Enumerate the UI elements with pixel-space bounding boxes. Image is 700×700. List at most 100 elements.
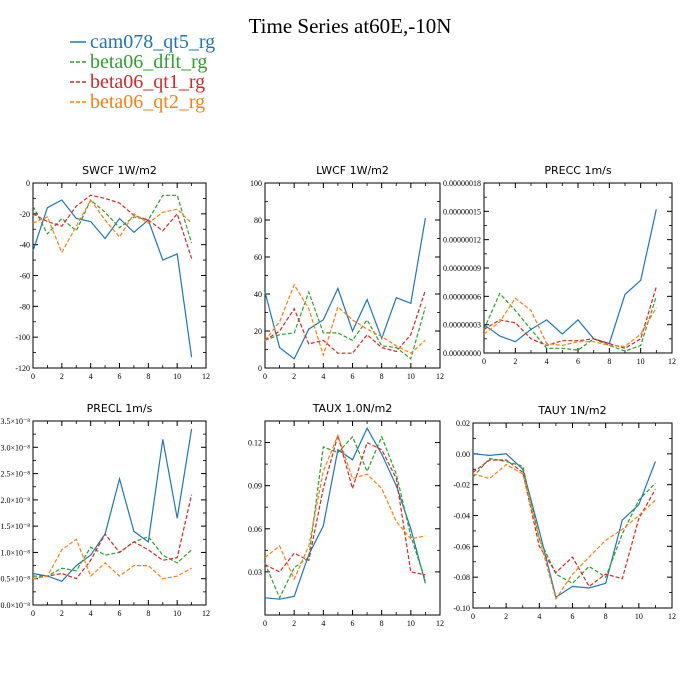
y-tick-label: 0.02 [456, 419, 470, 428]
x-tick-label: 12 [668, 357, 676, 366]
y-tick-label: -60 [19, 272, 30, 281]
series-line-beta06_qt1_rg [264, 433, 426, 576]
x-tick-label: 10 [407, 372, 415, 381]
y-tick-label: 2.0×10⁻⁸ [0, 496, 30, 505]
legend-label: beta06_dflt_rg [90, 51, 207, 73]
x-tick-label: 6 [351, 619, 355, 628]
y-tick-label: 0.00000000 [443, 349, 481, 358]
y-tick-label: 2.5×10⁻⁸ [0, 470, 30, 479]
y-tick-label: 3.0×10⁻⁸ [0, 443, 30, 452]
x-tick-label: 8 [604, 612, 608, 621]
y-tick-label: 0.00000003 [443, 321, 481, 330]
x-tick-label: 0 [482, 357, 486, 366]
series-line-beta06_qt2_rg [32, 538, 192, 580]
plot-frame [32, 420, 207, 606]
series-line-beta06_dflt_rg [33, 535, 193, 577]
x-tick-label: 8 [380, 372, 384, 381]
x-tick-label: 10 [173, 372, 181, 381]
x-tick-label: 12 [436, 619, 444, 628]
series-line-beta06_qt1_rg [32, 494, 193, 580]
y-tick-label: 0.00 [456, 450, 470, 459]
y-tick-label: -100 [15, 333, 30, 342]
x-tick-label: 10 [173, 609, 181, 618]
y-tick-label: 0.0×10⁻⁸ [0, 601, 30, 610]
series-line-beta06_qt1_rg [264, 290, 426, 354]
y-tick-label: -0.02 [453, 481, 470, 490]
panel-title: LWCF 1W/m2 [316, 164, 389, 177]
y-tick-label: -0.10 [453, 604, 470, 613]
y-tick-label: 60 [254, 253, 262, 262]
series-line-beta06_qt1_rg [472, 459, 656, 588]
x-tick-label: 12 [668, 612, 676, 621]
x-tick-label: 8 [146, 372, 150, 381]
legend-label: beta06_qt2_rg [90, 91, 205, 113]
series-line-beta06_qt2_rg [264, 283, 426, 358]
y-tick-label: 0.00000018 [443, 179, 481, 188]
panel-title: SWCF 1W/m2 [82, 164, 157, 177]
x-tick-label: 4 [89, 609, 93, 618]
y-tick-label: 0.5×10⁻⁸ [0, 575, 30, 584]
x-tick-label: 0 [31, 372, 35, 381]
series-line-beta06_qt2_rg [264, 433, 426, 581]
y-tick-label: 1.5×10⁻⁸ [0, 522, 30, 531]
y-tick-label: 80 [254, 216, 262, 225]
y-tick-label: 0 [258, 364, 262, 373]
figure-title: Time Series at60E,-10N [249, 14, 452, 38]
x-tick-label: 2 [60, 609, 64, 618]
series-line-beta06_dflt_rg [32, 194, 193, 244]
chart-panel: SWCF 1W/m2 0 2 4 6 8 10 12 0 -20 -40 -60 -80 -100 -120 [15, 164, 210, 381]
x-tick-label: 4 [537, 612, 541, 621]
panel-title: PRECL 1m/s [87, 402, 153, 415]
x-tick-label: 12 [202, 609, 210, 618]
x-tick-label: 8 [607, 357, 611, 366]
x-tick-label: 2 [292, 372, 296, 381]
y-tick-label: 0.12 [248, 439, 262, 448]
chart-panel: TAUY 1N/m2 0 2 4 6 8 10 12 0.02 0.00 -0.02 -0.04 -0.… [453, 404, 676, 621]
series-line-beta06_dflt_rg [264, 435, 426, 600]
chart-panels: SWCF 1W/m2 0 2 4 6 8 10 12 0 -20 -40 -60 -80 -100 -120… [0, 164, 676, 628]
y-tick-label: 0.03 [248, 568, 262, 577]
x-tick-label: 4 [321, 619, 325, 628]
chart-panel: PRECC 1m/s 0 2 4 6 8 10 12 0.00000000 0.00000003 0… [443, 164, 676, 366]
y-tick-label: 40 [254, 290, 262, 299]
x-tick-label: 10 [635, 612, 643, 621]
x-tick-label: 6 [118, 609, 122, 618]
legend-label: cam078_qt5_rg [90, 31, 215, 53]
y-tick-label: 0.00000015 [443, 207, 481, 216]
series-line-cam078_qt5_rg [32, 428, 193, 582]
x-tick-label: 12 [202, 372, 210, 381]
series-line-beta06_dflt_rg [483, 292, 657, 352]
series-line-beta06_dflt_rg [264, 290, 426, 360]
x-tick-label: 6 [576, 357, 580, 366]
plot-frame [264, 420, 441, 616]
y-tick-label: -40 [19, 241, 30, 250]
x-tick-label: 6 [351, 372, 355, 381]
x-tick-label: 2 [513, 357, 517, 366]
y-tick-label: 0.00000012 [443, 236, 481, 245]
x-tick-label: 12 [436, 372, 444, 381]
series-line-cam078_qt5_rg [32, 199, 193, 358]
y-tick-label: 1.0×10⁻⁸ [0, 548, 30, 557]
y-tick-label: -120 [15, 364, 30, 373]
x-tick-label: 10 [407, 619, 415, 628]
x-tick-label: 6 [118, 372, 122, 381]
x-tick-label: 4 [321, 372, 325, 381]
y-tick-label: 0.06 [248, 525, 262, 534]
y-tick-label: -0.08 [453, 573, 470, 582]
panel-title: TAUX 1.0N/m2 [312, 402, 393, 415]
x-tick-label: 4 [89, 372, 93, 381]
series-line-beta06_qt2_rg [32, 198, 193, 254]
x-tick-label: 8 [380, 619, 384, 628]
chart-panel: PRECL 1m/s 0 2 4 6 8 10 12 0.0×10⁻⁸ 0.5×10⁻⁸ 1.0×1… [0, 402, 210, 618]
series-line-beta06_dflt_rg [472, 457, 656, 585]
chart-panel: LWCF 1W/m2 0 2 4 6 8 10 12 0 20 40 60 80 100 [250, 164, 444, 381]
x-tick-label: 0 [31, 609, 35, 618]
series-line-beta06_qt1_rg [32, 194, 193, 259]
x-tick-label: 10 [637, 357, 645, 366]
panel-title: PRECC 1m/s [544, 164, 612, 177]
x-tick-label: 2 [60, 372, 64, 381]
y-tick-label: 0.09 [248, 482, 262, 491]
series-line-cam078_qt5_rg [264, 217, 426, 360]
plot-frame [472, 422, 673, 609]
